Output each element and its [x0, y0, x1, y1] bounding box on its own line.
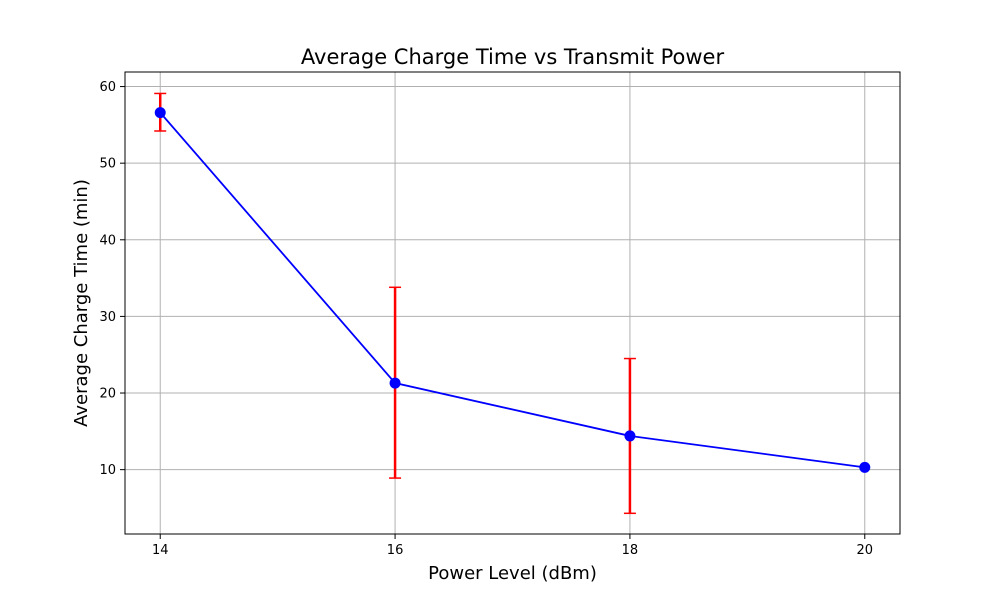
x-axis-ticks: 14 16 18 20 [152, 534, 873, 558]
grid [125, 72, 900, 534]
series-line-group [159, 112, 865, 469]
data-point [859, 461, 871, 473]
x-tick-label: 20 [856, 543, 873, 558]
y-axis-ticks: 10 20 30 40 50 60 [99, 80, 125, 478]
x-tick-label: 14 [152, 543, 169, 558]
y-tick-label: 30 [99, 310, 116, 325]
y-tick-label: 10 [99, 463, 116, 478]
y-tick-label: 40 [99, 233, 116, 248]
y-tick-label: 20 [99, 387, 116, 402]
x-tick-label: 18 [622, 543, 639, 558]
plot-area-frame [124, 71, 901, 535]
series-line [159, 112, 865, 469]
data-point [389, 377, 401, 389]
chart-title: Average Charge Time vs Transmit Power [301, 45, 725, 69]
x-axis-label: Power Level (dBm) [428, 563, 597, 584]
y-axis-label: Average Charge Time (min) [71, 179, 92, 427]
y-tick-label: 60 [99, 80, 116, 95]
y-tick-label: 50 [99, 157, 116, 172]
data-point [154, 107, 166, 119]
x-tick-label: 16 [387, 543, 404, 558]
data-point [624, 430, 636, 442]
data-points [154, 107, 871, 473]
